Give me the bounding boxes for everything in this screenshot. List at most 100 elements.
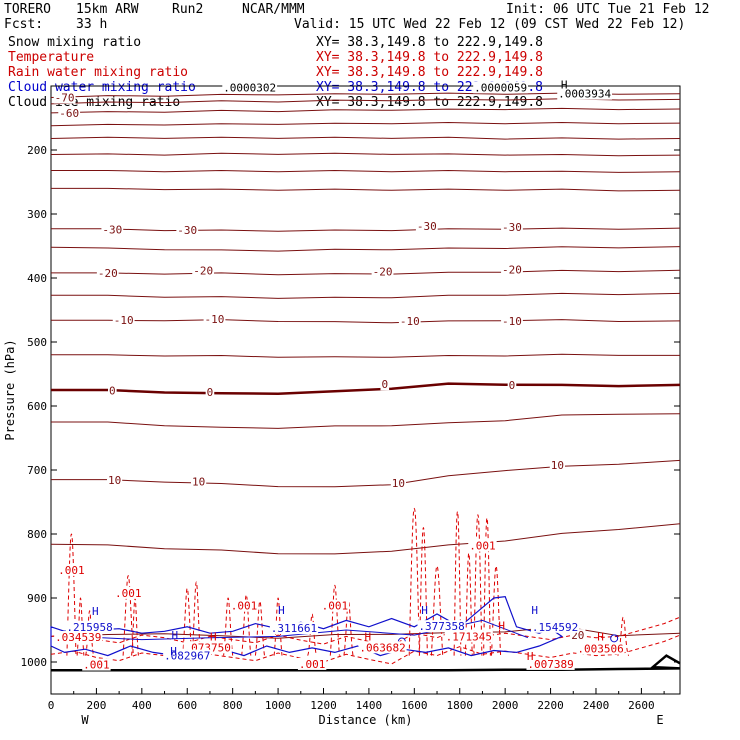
x-tick-label: 2000 xyxy=(492,699,519,712)
terrain-line xyxy=(51,654,681,672)
x-tick-label: 1000 xyxy=(265,699,292,712)
high-marker-cloud: H xyxy=(421,604,428,617)
rain-mixing-ratio-label-bg xyxy=(576,642,625,655)
high-marker-rain: H xyxy=(364,630,371,643)
legend-xy-snow: XY= 38.3,149.8 to 222.9,149.8 xyxy=(316,35,543,50)
x-axis-title: Distance (km) xyxy=(319,713,413,727)
rain-contour-spike xyxy=(223,597,234,656)
fcst-hours: 33 h xyxy=(76,17,108,32)
isotherm-m25 xyxy=(50,246,681,252)
rain-mixing-ratio-label: .001 xyxy=(469,540,496,553)
fcst-label: Fcst: xyxy=(4,17,44,32)
rain-mixing-ratio-label: .001 xyxy=(231,600,258,613)
legend-name-snow: Snow mixing ratio xyxy=(8,35,142,50)
isotherm-label: 0 xyxy=(109,385,116,398)
isotherm-label: -10 xyxy=(205,313,225,326)
rain-mixing-ratio-label: .0003934 xyxy=(558,88,611,101)
isotherm-label-bg xyxy=(380,378,390,391)
isotherm-label-bg xyxy=(101,223,124,236)
rain-contour-spike xyxy=(464,552,473,656)
valid-label: Valid: 15 UTC Wed 22 Feb 12 (09 CST Wed … xyxy=(294,17,686,32)
x-tick-label: 1400 xyxy=(356,699,383,712)
isotherm-label-bg xyxy=(501,220,523,233)
rain-mixing-ratio-label: .001 xyxy=(83,659,110,672)
isotherm-label: -30 xyxy=(102,223,122,236)
isotherm-label: 0 xyxy=(207,386,214,399)
cloud-water-cell xyxy=(610,634,619,643)
isotherm-label: -60 xyxy=(59,107,79,120)
isotherm-m35 xyxy=(51,187,681,192)
y-tick-label: 500 xyxy=(27,336,47,349)
isotherm-label: -30 xyxy=(177,224,197,237)
rain-mixing-ratio-label-bg xyxy=(57,563,86,576)
cloud-water-mixing-ratio-label-bg xyxy=(269,622,319,635)
legend-xy-cloud-ice: XY= 38.3,149.8 to 222.9,149.8 xyxy=(316,95,543,110)
isotherm-15 xyxy=(50,523,681,555)
isotherm-10 xyxy=(51,459,681,488)
high-marker-rain: H xyxy=(527,650,534,663)
isotherm-label: 10 xyxy=(392,477,405,490)
isotherm-label-bg xyxy=(390,476,407,489)
rain-contour-spike xyxy=(273,597,283,656)
high-marker-cloud: H xyxy=(92,605,99,618)
isotherm-label: -20 xyxy=(373,266,393,279)
rain-contour-spike xyxy=(66,533,77,656)
high-marker-cloud: H xyxy=(531,604,538,617)
high-marker-ice: H xyxy=(561,79,568,92)
cloud-water-mixing-ratio-label-bg xyxy=(163,649,212,662)
isotherm-m5 xyxy=(51,353,680,358)
x-tick-label: 2200 xyxy=(537,699,564,712)
cloud-water-mixing-ratio-label-bg xyxy=(531,620,580,633)
high-marker-cloud: H xyxy=(278,604,285,617)
rain-mixing-ratio-label-bg xyxy=(473,81,529,94)
rain-mixing-ratio-label: .0000059 xyxy=(474,81,527,94)
y-tick-label: 400 xyxy=(27,272,47,285)
rain-mixing-ratio-label: .171345 xyxy=(446,630,492,643)
rain-contour-spike xyxy=(85,610,95,656)
rain-mixing-ratio-label-bg xyxy=(358,641,407,654)
resolution-label: 15km ARW xyxy=(76,2,139,17)
y-tick-label: 800 xyxy=(27,528,47,541)
rain-contour-spike xyxy=(408,507,420,656)
isotherm-label: 0 xyxy=(509,379,516,392)
rain-mixing-ratio-label-bg xyxy=(114,586,143,599)
isotherm-m60 xyxy=(50,107,681,114)
y-tick-label: 900 xyxy=(27,592,47,605)
cloud-water-mixing-ratio-label-bg xyxy=(417,620,466,633)
isotherm-m40 xyxy=(51,169,681,173)
isotherm-label-bg xyxy=(96,266,119,279)
model-label: TORERO xyxy=(4,2,51,17)
high-marker-cloud: H xyxy=(171,629,178,642)
rain-mixing-ratio-label: .0000302 xyxy=(223,81,276,94)
isotherm-label-bg xyxy=(112,314,135,327)
isotherm-label-bg xyxy=(203,312,226,325)
rain-mixing-ratio-label-bg xyxy=(468,539,497,552)
cloud-water-mixing-ratio-label: .154592 xyxy=(532,621,578,634)
high-marker-rain: H xyxy=(210,630,217,643)
x-end-label-west: W xyxy=(81,713,89,727)
isotherm-label: 10 xyxy=(551,459,564,472)
x-end-label-east: E xyxy=(656,713,663,727)
rain-contour-spike xyxy=(76,597,85,656)
x-tick-label: 400 xyxy=(132,699,152,712)
isotherm-m20 xyxy=(51,269,681,276)
x-tick-label: 600 xyxy=(177,699,197,712)
isotherm-0 xyxy=(51,382,681,396)
rain-mixing-ratio-label-bg xyxy=(557,87,613,100)
isotherm-label: -30 xyxy=(417,220,437,233)
y-tick-label: 700 xyxy=(27,464,47,477)
cloud-water-mixing-ratio-label: .377358 xyxy=(418,620,464,633)
x-tick-label: 2400 xyxy=(583,699,610,712)
rain-mixing-ratio-label: .034539 xyxy=(55,631,101,644)
rain-mixing-ratio-label-bg xyxy=(320,599,350,612)
init-label: Init: 06 UTC Tue 21 Feb 12 xyxy=(506,2,710,17)
rain-contour-spike xyxy=(329,584,340,656)
isotherm-label-bg xyxy=(106,474,123,487)
legend-name-cloud-water: Cloud water mixing ratio xyxy=(8,80,196,95)
rain-contour-spike xyxy=(307,613,318,656)
isotherm-m55 xyxy=(50,121,681,127)
legend-name-rain: Rain water mixing ratio xyxy=(8,65,189,80)
isotherm-label-bg xyxy=(205,385,215,398)
legend-xy-temperature: XY= 38.3,149.8 to 222.9,149.8 xyxy=(316,50,543,65)
isotherm-label-bg xyxy=(190,475,207,488)
